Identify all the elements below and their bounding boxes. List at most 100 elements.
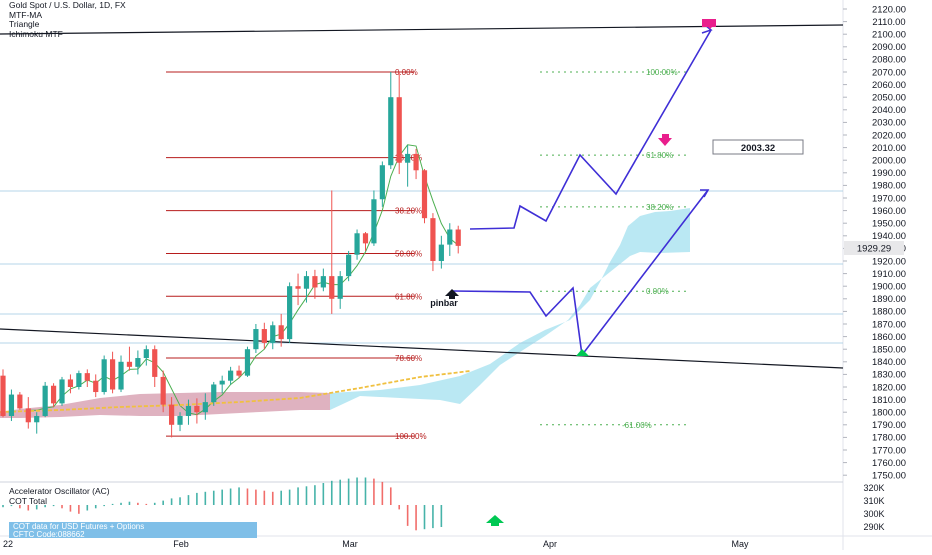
- candle-body-26: [219, 380, 225, 385]
- oscillator-bar-16: [137, 502, 139, 505]
- time-tick-label-4: May: [731, 539, 749, 549]
- pinbar-arrow-stem: [449, 295, 455, 299]
- candle-body-51: [430, 218, 436, 261]
- price-axis-panel[interactable]: [843, 0, 932, 550]
- oscillator-bar-17: [145, 503, 148, 505]
- oscillator-bar-24: [204, 491, 207, 505]
- oscillator-bar-11: [94, 505, 97, 509]
- price-tick-label-7: 2050.00: [872, 92, 906, 103]
- current-price-label: 1929.29: [857, 244, 891, 255]
- fib-left-label-3: 50.00%: [395, 249, 422, 258]
- price-tick-label-17: 1950.00: [872, 218, 906, 229]
- oscillator-bar-14: [120, 502, 122, 505]
- price-tick-label-33: 1790.00: [872, 419, 906, 430]
- oscillator-bar-4: [35, 505, 38, 510]
- candle-body-29: [244, 349, 251, 376]
- candle-body-23: [194, 405, 200, 413]
- candle-body-12: [101, 359, 107, 393]
- price-tick-label-22: 1900.00: [872, 281, 906, 292]
- oscillator-bar-41: [347, 478, 350, 505]
- price-tick-label-14: 1980.00: [872, 180, 906, 191]
- price-tick-label-18: 1940.00: [872, 230, 906, 241]
- fib-left-label-6: 100.00%: [395, 432, 427, 441]
- oscillator-bar-6: [52, 505, 55, 507]
- oscillator-bar-39: [330, 480, 333, 505]
- oscillator-bar-35: [297, 487, 299, 505]
- oscillator-bar-10: [86, 505, 89, 511]
- time-tick-label-0: 22: [3, 539, 13, 549]
- oscillator-bar-8: [69, 505, 72, 512]
- candle-body-42: [354, 233, 360, 255]
- accelerator-oscillator: [2, 477, 443, 531]
- oscillator-bar-5: [44, 505, 46, 508]
- oscillator-bar-2: [19, 505, 21, 509]
- oscillator-legend: Accelerator Oscillator (AC) COT Total: [9, 486, 110, 506]
- oscillator-bar-47: [398, 505, 401, 510]
- oscillator-bar-37: [314, 485, 316, 505]
- candles: [0, 72, 461, 438]
- candle-body-44: [371, 199, 377, 244]
- oscillator-bar-44: [373, 478, 375, 505]
- oscillator-axis-ticks: 320K 310K 300K 290K: [863, 483, 884, 532]
- chart-legend: Gold Spot / U.S. Dollar, 1D, FX MTF-MA T…: [9, 0, 126, 39]
- candle-body-50: [421, 170, 428, 219]
- time-tick-label-2: Mar: [342, 539, 358, 549]
- oscillator-bar-0: [2, 505, 4, 508]
- symbol-title[interactable]: Gold Spot / U.S. Dollar, 1D, FX: [9, 0, 126, 10]
- oscillator-bar-48: [406, 505, 409, 526]
- oscillator-bar-12: [103, 505, 105, 507]
- candle-body-6: [50, 385, 57, 404]
- price-tick-label-20: 1920.00: [872, 255, 906, 266]
- oscillator-bar-23: [196, 492, 198, 505]
- oscillator-bar-22: [187, 495, 190, 505]
- lower-trendline: [0, 328, 844, 369]
- candle-body-4: [34, 415, 40, 423]
- current-price-tag: [844, 241, 904, 255]
- oscillator-bar-18: [153, 502, 156, 505]
- candle-body-21: [177, 415, 183, 425]
- cot-note-line1: COT data for USD Futures + Options: [13, 522, 145, 531]
- candle-body-25: [211, 384, 217, 403]
- cot-info-box: COT data for USD Futures + Options CFTC …: [9, 522, 257, 539]
- oscillator-bar-40: [339, 479, 341, 505]
- candle-body-24: [202, 402, 208, 413]
- oscillator-bar-7: [61, 505, 63, 509]
- ma-slow-line: [0, 370, 471, 413]
- price-tick-label-13: 1990.00: [872, 167, 906, 178]
- indicator-mtf-ma[interactable]: MTF-MA: [9, 9, 43, 20]
- arrowhead-lower: [700, 189, 710, 198]
- pinbar-label: pinbar: [430, 298, 458, 308]
- price-tick-label-15: 1970.00: [872, 192, 906, 203]
- oscillator-bar-45: [381, 481, 384, 505]
- oscillator-bar-30: [255, 489, 257, 505]
- candle-body-16: [135, 358, 141, 367]
- price-tick-label-31: 1810.00: [872, 394, 906, 405]
- price-tick-label-23: 1890.00: [872, 293, 906, 304]
- price-tick-label-32: 1800.00: [872, 407, 906, 418]
- moving-averages: [0, 144, 471, 416]
- candle-body-38: [320, 276, 326, 288]
- indicator-cot-total[interactable]: COT Total: [9, 495, 47, 506]
- price-tick-label-27: 1850.00: [872, 344, 906, 355]
- indicator-accelerator[interactable]: Accelerator Oscillator (AC): [9, 486, 110, 496]
- candle-body-28: [236, 370, 242, 376]
- indicator-triangle[interactable]: Triangle: [9, 19, 40, 30]
- oscillator-bar-49: [415, 505, 417, 531]
- osc-tick-label-3: 290K: [863, 522, 884, 532]
- triangle-trendlines: [0, 24, 844, 369]
- candle-body-13: [109, 359, 116, 390]
- price-tick-label-8: 2040.00: [872, 104, 906, 115]
- candle-body-17: [143, 349, 149, 359]
- candle-body-8: [67, 379, 74, 387]
- candle-body-14: [118, 361, 124, 390]
- fib-left-label-0: 0.00%: [395, 68, 418, 77]
- candle-body-45: [379, 165, 385, 200]
- indicator-ichimoku[interactable]: Ichimoku MTF: [9, 28, 63, 39]
- price-callout-box[interactable]: [712, 139, 804, 155]
- fib-left-label-4: 61.80%: [395, 292, 422, 301]
- price-tick-label-34: 1780.00: [872, 432, 906, 443]
- osc-up-arrow-stem: [491, 522, 499, 526]
- oscillator-bar-9: [78, 505, 80, 514]
